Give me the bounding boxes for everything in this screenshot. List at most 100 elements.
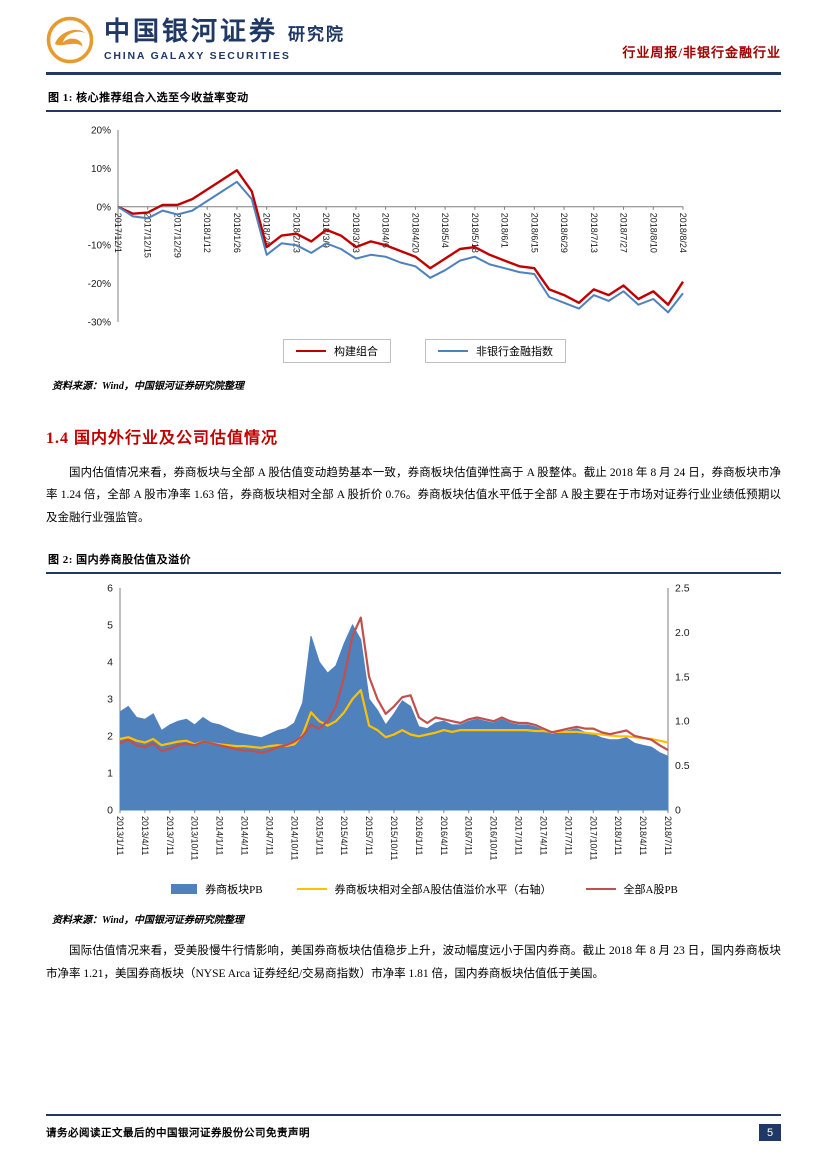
figure1-caption: 图 1: 核心推荐组合入选至今收益率变动 <box>46 87 781 112</box>
svg-text:0.5: 0.5 <box>675 760 690 772</box>
brand-text: 中国银河证券 研究院 CHINA GALAXY SECURITIES <box>104 17 346 62</box>
legend-label-index: 非银行金融指数 <box>476 346 553 358</box>
svg-text:2013/10/11: 2013/10/11 <box>190 816 200 860</box>
svg-text:2017/12/15: 2017/12/15 <box>143 213 153 258</box>
svg-text:2014/1/11: 2014/1/11 <box>215 816 225 855</box>
svg-text:-30%: -30% <box>88 318 111 329</box>
legend-item-allshare-pb: 全部A股PB <box>585 881 678 897</box>
figure1-legend: 构建组合 非银行金融指数 <box>68 339 781 363</box>
portfolio-line-swatch <box>296 350 326 352</box>
brand-block: 中国银河证券 研究院 CHINA GALAXY SECURITIES <box>46 16 345 64</box>
svg-text:2018/4/6: 2018/4/6 <box>381 213 391 248</box>
page-header: 中国银河证券 研究院 CHINA GALAXY SECURITIES 行业周报/非… <box>46 16 781 75</box>
galaxy-logo-icon <box>46 16 94 64</box>
legend-label-portfolio: 构建组合 <box>334 346 378 358</box>
svg-text:2018/1/11: 2018/1/11 <box>613 816 623 855</box>
svg-text:2014/4/11: 2014/4/11 <box>240 816 250 855</box>
svg-text:0: 0 <box>675 805 681 817</box>
svg-text:2018/1/12: 2018/1/12 <box>202 213 212 253</box>
page-number-badge: 5 <box>759 1124 781 1141</box>
svg-text:2016/4/11: 2016/4/11 <box>439 816 449 855</box>
legend-label-broker-pb: 券商板块PB <box>205 884 263 897</box>
svg-text:2017/7/11: 2017/7/11 <box>563 816 573 855</box>
svg-text:2018/7/11: 2018/7/11 <box>663 816 673 855</box>
premium-line-swatch <box>296 888 327 891</box>
figure1-plot: 20% 10% 0% -10% -20% -30% 2017/12/1 2017/12/15 2… <box>88 126 688 329</box>
svg-text:5: 5 <box>107 620 113 632</box>
svg-text:2013/7/11: 2013/7/11 <box>165 816 175 855</box>
svg-text:-20%: -20% <box>88 279 111 290</box>
svg-text:2017/4/11: 2017/4/11 <box>538 816 548 855</box>
svg-text:2.5: 2.5 <box>675 583 690 595</box>
brand-name-cn: 中国银河证券 研究院 <box>104 17 346 47</box>
svg-text:3: 3 <box>107 694 113 706</box>
svg-text:2014/10/11: 2014/10/11 <box>289 816 299 860</box>
page-footer: 请务必阅读正文最后的中国银河证券股份公司免责声明 5 <box>46 1114 781 1141</box>
paragraph-international-valuation: 国际估值情况来看，受美股慢牛行情影响，美国券商板块估值稳步上升，波动幅度远小于国… <box>46 945 781 980</box>
svg-text:2015/1/11: 2015/1/11 <box>314 816 324 855</box>
svg-text:2013/4/11: 2013/4/11 <box>140 816 150 855</box>
figure2-legend: 券商板块PB 券商板块相对全部A股估值溢价水平（右轴） 全部A股PB <box>68 881 781 897</box>
allshare-pb-line-swatch <box>585 888 616 891</box>
svg-text:2017/12/29: 2017/12/29 <box>172 213 182 258</box>
svg-text:2015/10/11: 2015/10/11 <box>389 816 399 860</box>
svg-text:2018/7/13: 2018/7/13 <box>589 213 599 253</box>
svg-text:2014/7/11: 2014/7/11 <box>264 816 274 855</box>
svg-text:0%: 0% <box>97 202 112 213</box>
brand-cn-label: 中国银河证券 <box>104 17 279 47</box>
legend-label-premium: 券商板块相对全部A股估值溢价水平（右轴） <box>334 884 552 897</box>
legend-item-broker-pb: 券商板块PB <box>171 881 263 897</box>
svg-text:2018/8/10: 2018/8/10 <box>648 213 658 253</box>
figure1-source: 资料来源：Wind，中国银河证券研究院整理 <box>52 381 244 392</box>
legend-item-index: 非银行金融指数 <box>425 339 566 363</box>
paragraph-domestic-valuation: 国内估值情况来看，券商板块与全部 A 股估值变动趋势基本一致，券商板块估值弹性高… <box>46 467 781 524</box>
brand-name-en: CHINA GALAXY SECURITIES <box>104 49 291 62</box>
svg-text:10%: 10% <box>91 164 111 175</box>
svg-text:2016/10/11: 2016/10/11 <box>489 816 499 860</box>
svg-text:2.0: 2.0 <box>675 627 690 639</box>
figure2-source: 资料来源：Wind，中国银河证券研究院整理 <box>52 915 244 927</box>
svg-text:2017/10/11: 2017/10/11 <box>588 816 598 860</box>
svg-text:2015/4/11: 2015/4/11 <box>339 816 349 855</box>
svg-text:2015/7/11: 2015/7/11 <box>364 816 374 855</box>
svg-text:2018/1/26: 2018/1/26 <box>232 213 242 253</box>
figure1-chart: 20% 10% 0% -10% -20% -30% 2017/12/1 2017/12/15 2… <box>68 120 781 363</box>
legend-item-premium: 券商板块相对全部A股估值溢价水平（右轴） <box>296 881 552 897</box>
svg-text:1.5: 1.5 <box>675 672 690 684</box>
svg-text:2018/4/11: 2018/4/11 <box>638 816 648 855</box>
svg-text:2018/6/29: 2018/6/29 <box>559 213 569 253</box>
svg-text:2018/6/1: 2018/6/1 <box>500 213 510 248</box>
svg-text:6: 6 <box>107 583 113 595</box>
svg-text:2013/1/11: 2013/1/11 <box>115 816 125 855</box>
svg-text:2018/7/27: 2018/7/27 <box>619 213 629 253</box>
figure2-caption: 图 2: 国内券商股估值及溢价 <box>46 549 781 575</box>
svg-text:4: 4 <box>107 657 113 669</box>
report-category-tag: 行业周报/非银行金融行业 <box>622 45 781 60</box>
svg-text:2018/2/9: 2018/2/9 <box>262 213 272 248</box>
svg-text:2016/7/11: 2016/7/11 <box>464 816 474 855</box>
footer-disclaimer: 请务必阅读正文最后的中国银河证券股份公司免责声明 <box>46 1128 310 1139</box>
legend-item-portfolio: 构建组合 <box>283 339 391 363</box>
svg-text:2018/6/15: 2018/6/15 <box>529 213 539 253</box>
svg-text:2017/1/11: 2017/1/11 <box>514 816 524 855</box>
svg-text:2016/1/11: 2016/1/11 <box>414 816 424 855</box>
index-line-swatch <box>438 350 468 352</box>
svg-text:2018/4/20: 2018/4/20 <box>410 213 420 253</box>
svg-text:2018/8/24: 2018/8/24 <box>678 213 688 253</box>
svg-text:20%: 20% <box>91 126 111 137</box>
svg-text:1: 1 <box>107 768 113 780</box>
svg-text:1.0: 1.0 <box>675 716 690 728</box>
svg-text:2018/3/23: 2018/3/23 <box>351 213 361 253</box>
svg-text:2018/5/4: 2018/5/4 <box>440 213 450 248</box>
section-heading-1-4: 1.4 国内外行业及公司估值情况 <box>46 430 279 447</box>
svg-text:2: 2 <box>107 731 113 743</box>
svg-text:-10%: -10% <box>88 241 111 252</box>
legend-label-allshare-pb: 全部A股PB <box>623 884 678 897</box>
svg-text:2018/5/18: 2018/5/18 <box>470 213 480 253</box>
figure2-chart: 6 5 4 3 2 1 0 2.5 2.0 1.5 1.0 0.5 0 2013/1/11 2013/4/1… <box>68 582 781 897</box>
broker-pb-area-swatch <box>171 884 198 895</box>
svg-text:2017/12/1: 2017/12/1 <box>113 213 123 253</box>
brand-dept-label: 研究院 <box>288 25 346 45</box>
